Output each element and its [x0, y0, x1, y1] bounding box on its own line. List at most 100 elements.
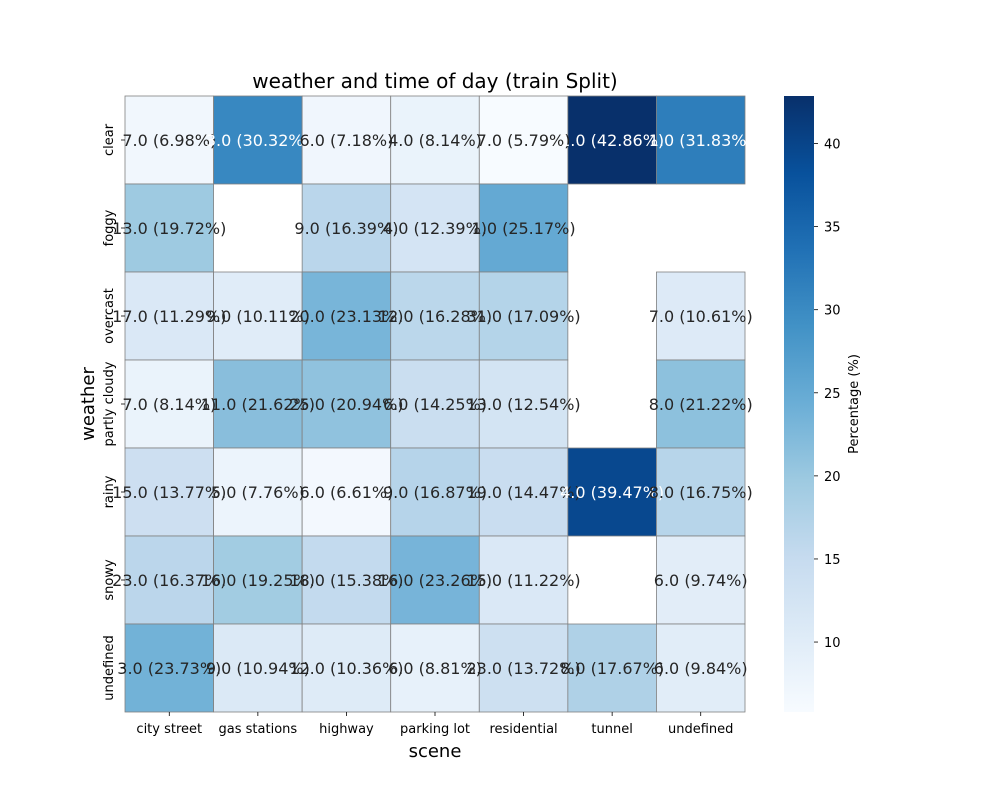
heatmap-cell — [301, 271, 392, 361]
cell-value-label: 11.0 (21.62%) — [201, 395, 315, 414]
heatmap-cell — [478, 447, 569, 537]
x-axis: city street gas stations highway parking lo… — [136, 712, 733, 737]
cell-value-label: 1.0 (42.86%) — [560, 131, 664, 150]
y-axis: clear foggy overcast partly cloudy rainy snow… — [102, 123, 125, 701]
cell-value-label: 31.0 (17.09%) — [466, 307, 580, 326]
cell-value-label: 1.0 (31.83%) — [649, 131, 753, 150]
heatmap-cell — [478, 271, 569, 361]
heatmap-cell — [567, 95, 657, 185]
x-tick-label: parking lot — [400, 722, 470, 737]
heatmap-cell — [390, 623, 480, 713]
colorbar-tick-label: 25 — [824, 387, 841, 402]
cell-value-label: 6.0 (8.81%) — [388, 659, 482, 678]
colorbar-tick-label: 15 — [824, 553, 841, 568]
cell-value-label: 8.0 (17.67%) — [560, 659, 664, 678]
heatmap-cell — [390, 271, 480, 361]
y-tick-label: overcast — [102, 288, 117, 344]
cell-value-label: 23.0 (16.37%) — [112, 571, 226, 590]
cell-value-label: 5.0 (7.76%) — [211, 483, 305, 502]
cell-value-label: 12.0 (10.36%) — [289, 659, 403, 678]
heatmap-cell — [390, 95, 480, 185]
cell-value-label: 25.0 (20.94%) — [289, 395, 403, 414]
heatmap-cell — [390, 183, 480, 273]
heatmap-cell — [656, 271, 746, 361]
heatmap-cell — [124, 623, 214, 713]
x-axis-label: scene — [409, 741, 462, 762]
cell-value-label: 6.0 (9.74%) — [654, 571, 748, 590]
heatmap-cell — [124, 183, 214, 273]
heatmap-cell — [213, 95, 303, 185]
y-axis-label: weather — [78, 367, 99, 441]
cell-value-label: 6.0 (14.25%) — [383, 395, 487, 414]
cell-value-label: 16.0 (19.25%) — [201, 571, 315, 590]
y-tick-label: rainy — [102, 475, 117, 508]
x-tick-label: undefined — [668, 722, 733, 737]
cell-value-label: 4.0 (39.47%) — [560, 483, 664, 502]
cell-value-label: 3.0 (23.73%) — [117, 659, 221, 678]
cell-value-label: 13.0 (12.54%) — [466, 395, 580, 414]
colorbar-tick-label: 20 — [824, 470, 841, 485]
x-tick-label: gas stations — [219, 722, 298, 737]
heatmap-cell — [656, 359, 746, 449]
heatmap-cell — [301, 359, 392, 449]
cell-value-label: 6.0 (6.61%) — [300, 483, 394, 502]
colorbar-tick-label: 30 — [824, 304, 841, 319]
heatmap-cell — [656, 623, 746, 713]
heatmap-cell — [301, 95, 392, 185]
cell-value-label: 18.0 (15.38%) — [289, 571, 403, 590]
x-tick-label: highway — [319, 722, 374, 737]
cell-value-label: 16.0 (23.26%) — [378, 571, 492, 590]
cell-value-label: 15.0 (13.77%) — [112, 483, 226, 502]
x-tick-label: tunnel — [591, 722, 632, 737]
colorbar-tick-label: 40 — [824, 138, 841, 153]
cell-value-label: 7.0 (5.79%) — [477, 131, 571, 150]
y-tick-label: foggy — [102, 209, 117, 246]
cell-value-label: 3.0 (30.32%) — [206, 131, 310, 150]
x-tick-label: city street — [136, 722, 202, 737]
y-tick-label: snowy — [102, 559, 117, 601]
cell-value-label: 6.0 (9.84%) — [654, 659, 748, 678]
cell-value-label: 8.0 (21.22%) — [649, 395, 753, 414]
heatmap-cells — [124, 95, 746, 713]
colorbar: 10 15 20 25 30 35 40 — [784, 96, 841, 712]
cell-value-label: 7.0 (8.14%) — [122, 395, 216, 414]
cell-value-label: 20.0 (23.13%) — [289, 307, 403, 326]
heatmap-cell — [213, 447, 303, 537]
cell-value-label: 19.0 (14.47%) — [466, 483, 580, 502]
heatmap-cell — [390, 359, 480, 449]
heatmap-cell — [124, 95, 214, 185]
y-tick-label: undefined — [102, 635, 117, 700]
heatmap-cell — [213, 359, 303, 449]
cell-value-label: 17.0 (11.29%) — [112, 307, 226, 326]
cell-value-label: 15.0 (11.22%) — [466, 571, 580, 590]
cell-value-label: 13.0 (19.72%) — [112, 219, 226, 238]
heatmap-cell — [656, 95, 746, 185]
heatmap-cell — [567, 447, 657, 537]
y-tick-label: partly cloudy — [102, 361, 117, 446]
colorbar-tick-label: 10 — [824, 636, 841, 651]
x-tick-label: residential — [489, 722, 557, 737]
cell-value-label: 9.0 (10.94%) — [206, 659, 310, 678]
chart-title: weather and time of day (train Split) — [252, 69, 618, 93]
cell-value-label: 8.0 (16.75%) — [649, 483, 753, 502]
heatmap-cell — [478, 535, 569, 625]
cell-value-label: 6.0 (7.18%) — [300, 131, 394, 150]
cell-value-label: 9.0 (10.11%) — [206, 307, 310, 326]
cell-value-label: 9.0 (16.87%) — [383, 483, 487, 502]
heatmap-cell — [390, 447, 480, 537]
cell-value-label: 23.0 (13.72%) — [466, 659, 580, 678]
cell-value-label: 1.0 (25.17%) — [472, 219, 576, 238]
heatmap-cell — [124, 271, 214, 361]
cell-value-label: 9.0 (16.39%) — [294, 219, 398, 238]
heatmap-cell — [478, 95, 569, 185]
cell-value-label: 7.0 (10.61%) — [649, 307, 753, 326]
heatmap-cell-labels: 7.0 (6.98%)3.0 (30.32%)6.0 (7.18%)4.0 (8… — [112, 131, 753, 678]
y-tick-label: clear — [102, 123, 117, 156]
heatmap-cell — [656, 535, 746, 625]
heatmap-cell — [656, 447, 746, 537]
cell-value-label: 12.0 (16.28%) — [378, 307, 492, 326]
heatmap-cell — [213, 271, 303, 361]
heatmap-cell — [478, 183, 569, 273]
